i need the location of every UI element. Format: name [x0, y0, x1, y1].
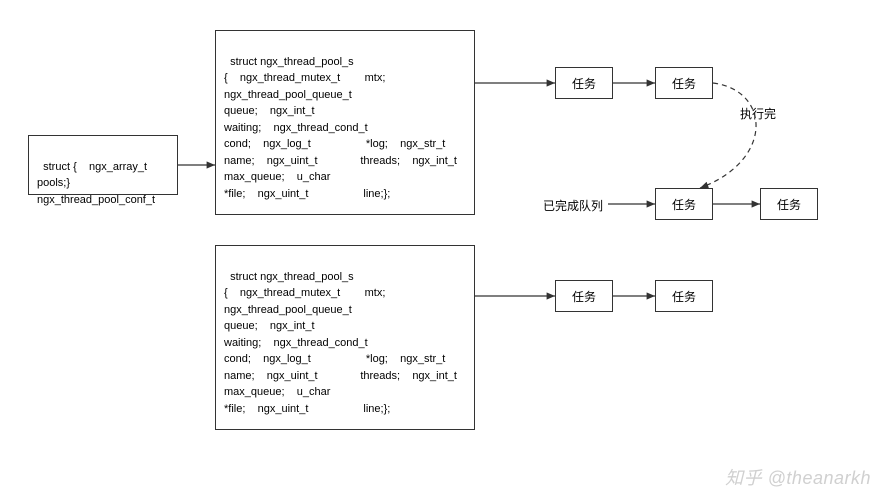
task-label: 任务: [672, 288, 696, 305]
task-label: 任务: [672, 75, 696, 92]
exec-done-label: 执行完: [740, 105, 776, 122]
task-label: 任务: [572, 288, 596, 305]
thread-pool-struct-2: struct ngx_thread_pool_s { ngx_thread_mu…: [215, 245, 475, 430]
task-label: 任务: [572, 75, 596, 92]
task-label: 任务: [777, 196, 801, 213]
exec-done-text: 执行完: [740, 107, 776, 121]
watermark: 知乎 @theanarkh: [725, 464, 871, 490]
conf-struct-text: struct { ngx_array_t pools;} ngx_thread_…: [37, 161, 155, 206]
task-node: 任务: [555, 67, 613, 99]
conf-struct-box: struct { ngx_array_t pools;} ngx_thread_…: [28, 135, 178, 195]
done-task-node: 任务: [760, 188, 818, 220]
task-node: 任务: [655, 67, 713, 99]
task-label: 任务: [672, 196, 696, 213]
done-task-node: 任务: [655, 188, 713, 220]
thread-pool-struct-1: struct ngx_thread_pool_s { ngx_thread_mu…: [215, 30, 475, 215]
pool1-text: struct ngx_thread_pool_s { ngx_thread_mu…: [224, 56, 457, 200]
done-queue-label: 已完成队列: [543, 197, 603, 214]
done-queue-text: 已完成队列: [543, 199, 603, 213]
task-node: 任务: [655, 280, 713, 312]
watermark-text: 知乎 @theanarkh: [725, 468, 871, 488]
pool2-text: struct ngx_thread_pool_s { ngx_thread_mu…: [224, 271, 457, 415]
task-node: 任务: [555, 280, 613, 312]
